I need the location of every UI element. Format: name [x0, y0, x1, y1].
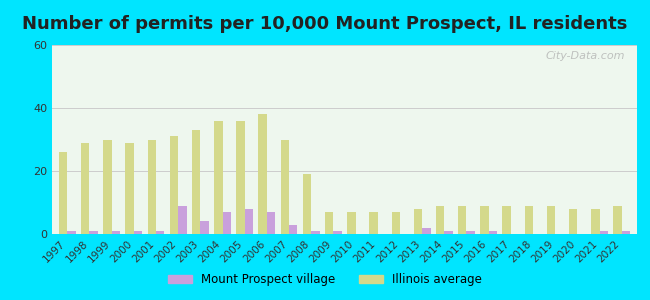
Bar	[525, 206, 533, 234]
Bar	[214, 121, 222, 234]
Bar	[489, 231, 497, 234]
Bar	[237, 121, 244, 234]
Bar	[125, 143, 134, 234]
Bar	[333, 231, 342, 234]
Bar	[192, 130, 200, 234]
Bar	[68, 231, 76, 234]
Bar	[325, 212, 333, 234]
Bar	[613, 206, 621, 234]
Bar	[134, 231, 142, 234]
Bar	[569, 209, 577, 234]
Bar	[170, 136, 178, 234]
Bar	[502, 206, 511, 234]
Bar	[369, 212, 378, 234]
Text: City-Data.com: City-Data.com	[546, 51, 625, 61]
Bar	[458, 206, 467, 234]
Bar	[445, 231, 452, 234]
Bar	[311, 231, 320, 234]
Legend: Mount Prospect village, Illinois average: Mount Prospect village, Illinois average	[163, 269, 487, 291]
Bar	[281, 140, 289, 234]
Bar	[103, 140, 112, 234]
Bar	[200, 221, 209, 234]
Bar	[422, 228, 430, 234]
Bar	[436, 206, 445, 234]
Bar	[591, 209, 599, 234]
Bar	[112, 231, 120, 234]
Bar	[59, 152, 68, 234]
Bar	[81, 143, 90, 234]
Text: Number of permits per 10,000 Mount Prospect, IL residents: Number of permits per 10,000 Mount Prosp…	[22, 15, 628, 33]
Bar	[90, 231, 98, 234]
Bar	[391, 212, 400, 234]
Bar	[413, 209, 422, 234]
Bar	[547, 206, 555, 234]
Bar	[267, 212, 276, 234]
Bar	[148, 140, 156, 234]
Bar	[178, 206, 187, 234]
Bar	[222, 212, 231, 234]
Bar	[259, 114, 267, 234]
Bar	[289, 224, 298, 234]
Bar	[480, 206, 489, 234]
Bar	[156, 231, 164, 234]
Bar	[621, 231, 630, 234]
Bar	[244, 209, 253, 234]
Bar	[303, 174, 311, 234]
Bar	[599, 231, 608, 234]
Bar	[347, 212, 356, 234]
Bar	[467, 231, 475, 234]
